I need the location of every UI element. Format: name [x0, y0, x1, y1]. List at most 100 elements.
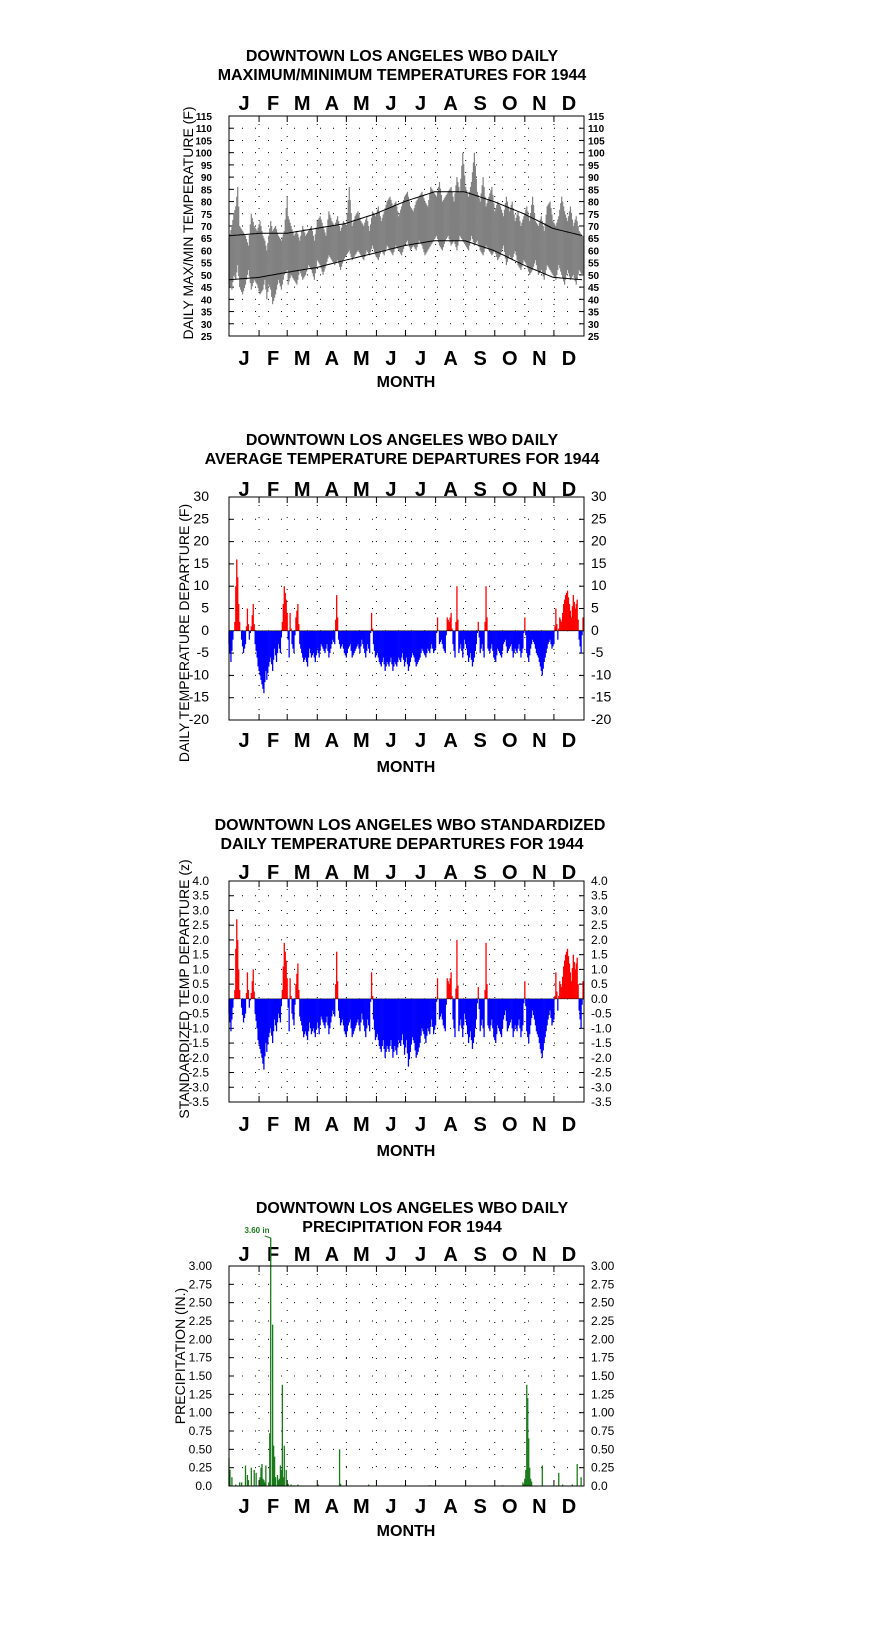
y-tick-label-right: 3.5	[591, 889, 608, 903]
y-tick-label-left: 0.0	[192, 992, 209, 1006]
y-tick-label-left: 75	[201, 210, 213, 221]
month-label-top: N	[532, 1244, 546, 1266]
month-label-bottom: J	[385, 1114, 396, 1136]
month-label-top: A	[443, 479, 457, 501]
month-label-bottom: S	[474, 348, 487, 370]
month-label-top: J	[415, 862, 426, 884]
y-tick-label-right: -2.0	[591, 1051, 612, 1065]
y-tick-label-right: 30	[588, 320, 600, 331]
y-tick-label-right: 105	[588, 136, 605, 147]
y-tick-label-right: 2.0	[591, 933, 608, 947]
chart-precipitation: DOWNTOWN LOS ANGELES WBO DAILY PRECIPITA…	[172, 1200, 615, 1540]
y-tick-label-left: -15	[189, 689, 209, 705]
month-label-top: A	[325, 1244, 339, 1266]
y-axis-label: DAILY TEMPERATURE DEPARTURE (F)	[176, 504, 192, 762]
month-label-top: J	[385, 1244, 396, 1266]
y-tick-label-left: 115	[196, 112, 213, 123]
y-tick-label-right: 40	[588, 295, 600, 306]
y-tick-label-right: 0.75	[591, 1424, 615, 1438]
y-tick-label-left: 30	[201, 320, 213, 331]
y-tick-label-right: 2.5	[591, 918, 608, 932]
y-tick-label-left: 20	[193, 533, 209, 549]
month-label-top: S	[474, 1244, 487, 1266]
y-tick-label-left: 25	[201, 332, 213, 343]
month-label-bottom: M	[353, 1114, 370, 1136]
y-tick-label-left: 2.50	[189, 1296, 213, 1310]
y-tick-label-left: 65	[201, 234, 213, 245]
y-tick-label-left: -1.5	[188, 1036, 209, 1050]
y-tick-label-left: 95	[201, 161, 213, 172]
y-tick-label-right: -0.5	[591, 1007, 612, 1021]
y-tick-label-right: 2.75	[591, 1277, 615, 1291]
month-label-top: D	[562, 1244, 576, 1266]
y-tick-label-right: 1.5	[591, 948, 608, 962]
y-tick-label-right: 20	[591, 533, 607, 549]
month-label-top: A	[325, 862, 339, 884]
y-tick-label-left: -1.0	[188, 1021, 209, 1035]
y-tick-label-right: 25	[588, 332, 600, 343]
month-label-top: M	[294, 479, 311, 501]
y-tick-label-left: 3.0	[192, 903, 209, 917]
y-tick-label-left: 60	[201, 246, 213, 257]
month-label-bottom: N	[532, 730, 546, 752]
y-tick-label-left: 1.0	[192, 962, 209, 976]
month-label-bottom: A	[325, 348, 339, 370]
y-tick-label-right: 2.00	[591, 1332, 615, 1346]
month-label-top: J	[415, 93, 426, 115]
y-tick-label-left: 15	[193, 555, 209, 571]
plot-frame	[228, 496, 585, 721]
month-label-bottom: O	[502, 1496, 518, 1518]
y-tick-label-left: 3.00	[189, 1259, 213, 1273]
month-label-top: F	[267, 862, 279, 884]
y-tick-label-left: -5	[197, 644, 210, 660]
month-label-top: M	[353, 1244, 370, 1266]
y-tick-label-right: 70	[588, 222, 600, 233]
month-label-top: J	[238, 479, 249, 501]
month-label-bottom: O	[502, 348, 518, 370]
y-tick-label-right: 0.0	[591, 992, 608, 1006]
y-tick-label-right: 50	[588, 271, 600, 282]
month-label-bottom: F	[267, 730, 279, 752]
month-label-top: S	[474, 479, 487, 501]
y-tick-label-right: 4.0	[591, 874, 608, 888]
chart-title-line2: AVERAGE TEMPERATURE DEPARTURES FOR 1944	[205, 451, 600, 468]
month-label-top: A	[443, 1244, 457, 1266]
y-tick-label-left: 0.5	[192, 977, 209, 991]
month-label-top: M	[294, 1244, 311, 1266]
y-tick-label-right: 30	[591, 488, 607, 504]
y-tick-label-left: -20	[189, 711, 209, 727]
y-tick-label-left: 80	[201, 198, 213, 209]
month-label-bottom: A	[325, 1114, 339, 1136]
plot-frame	[228, 880, 585, 1103]
month-label-bottom: J	[415, 1114, 426, 1136]
month-label-bottom: J	[238, 1114, 249, 1136]
max-value-annotation: 3.60 in	[245, 1226, 270, 1235]
month-label-bottom: J	[415, 730, 426, 752]
month-label-bottom: J	[238, 348, 249, 370]
month-label-bottom: M	[353, 730, 370, 752]
y-tick-label-right: -10	[591, 666, 611, 682]
month-label-top: S	[474, 862, 487, 884]
y-tick-label-left: 2.25	[189, 1314, 213, 1328]
y-tick-label-right: 75	[588, 210, 600, 221]
month-label-bottom: M	[353, 1496, 370, 1518]
y-tick-label-left: 2.0	[192, 933, 209, 947]
y-tick-label-right: 10	[591, 577, 607, 593]
y-tick-label-right: -1.0	[591, 1021, 612, 1035]
month-label-top: N	[532, 93, 546, 115]
month-label-top: J	[238, 93, 249, 115]
month-label-top: J	[238, 862, 249, 884]
y-tick-label-right: 35	[588, 308, 600, 319]
y-tick-label-right: 1.50	[591, 1369, 615, 1383]
month-label-top: N	[532, 479, 546, 501]
y-tick-label-right: -15	[591, 689, 611, 705]
month-label-bottom: F	[267, 348, 279, 370]
month-label-top: F	[267, 93, 279, 115]
x-axis-label: MONTH	[377, 1523, 436, 1540]
y-tick-label-left: 1.5	[192, 948, 209, 962]
y-tick-label-left: 0.0	[195, 1479, 212, 1493]
y-tick-label-right: -3.0	[591, 1080, 612, 1094]
y-tick-label-left: 1.75	[189, 1351, 213, 1365]
y-tick-label-right: 55	[588, 259, 600, 270]
y-tick-label-right: 15	[591, 555, 607, 571]
